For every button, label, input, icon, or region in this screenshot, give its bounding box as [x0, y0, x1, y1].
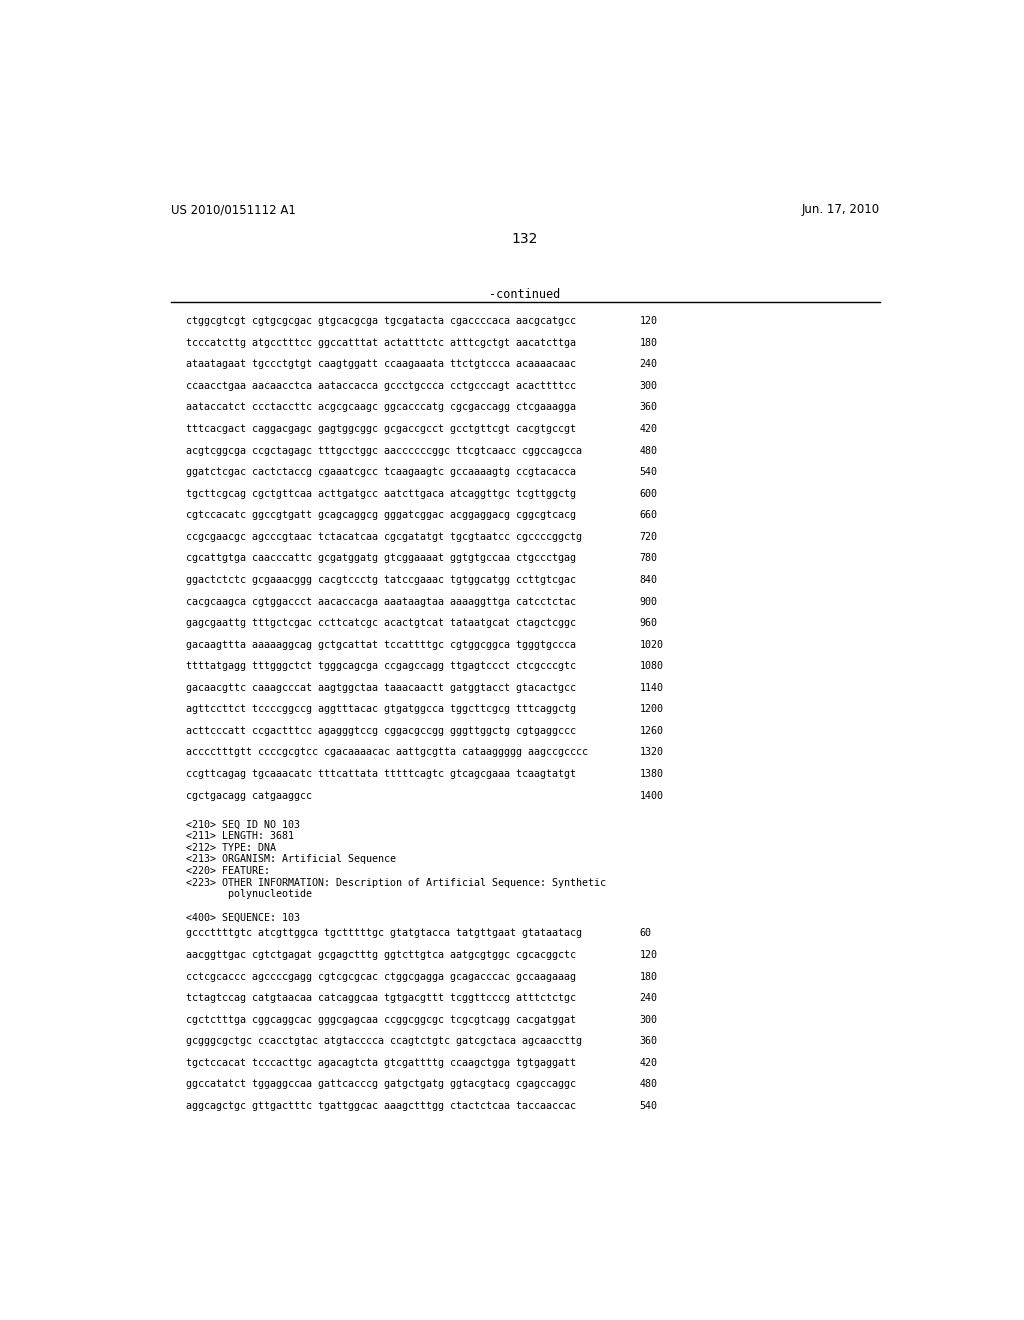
- Text: 1020: 1020: [640, 640, 664, 649]
- Text: tctagtccag catgtaacaa catcaggcaa tgtgacgttt tcggttcccg atttctctgc: tctagtccag catgtaacaa catcaggcaa tgtgacg…: [186, 993, 577, 1003]
- Text: <223> OTHER INFORMATION: Description of Artificial Sequence: Synthetic: <223> OTHER INFORMATION: Description of …: [186, 878, 606, 887]
- Text: 1080: 1080: [640, 661, 664, 671]
- Text: ggatctcgac cactctaccg cgaaatcgcc tcaagaagtc gccaaaagtg ccgtacacca: ggatctcgac cactctaccg cgaaatcgcc tcaagaa…: [186, 467, 577, 477]
- Text: gagcgaattg tttgctcgac ccttcatcgc acactgtcat tataatgcat ctagctcggc: gagcgaattg tttgctcgac ccttcatcgc acactgt…: [186, 618, 577, 628]
- Text: tttcacgact caggacgagc gagtggcggc gcgaccgcct gcctgttcgt cacgtgccgt: tttcacgact caggacgagc gagtggcggc gcgaccg…: [186, 424, 577, 434]
- Text: US 2010/0151112 A1: US 2010/0151112 A1: [171, 203, 296, 216]
- Text: polynucleotide: polynucleotide: [186, 890, 312, 899]
- Text: cgtccacatc ggccgtgatt gcagcaggcg gggatcggac acggaggacg cggcgtcacg: cgtccacatc ggccgtgatt gcagcaggcg gggatcg…: [186, 511, 577, 520]
- Text: ccaacctgaa aacaacctca aataccacca gccctgccca cctgcccagt acacttttcc: ccaacctgaa aacaacctca aataccacca gccctgc…: [186, 381, 577, 391]
- Text: tgctccacat tcccacttgc agacagtcta gtcgattttg ccaagctgga tgtgaggatt: tgctccacat tcccacttgc agacagtcta gtcgatt…: [186, 1057, 577, 1068]
- Text: aacggttgac cgtctgagat gcgagctttg ggtcttgtca aatgcgtggc cgcacggctc: aacggttgac cgtctgagat gcgagctttg ggtcttg…: [186, 950, 577, 960]
- Text: 660: 660: [640, 511, 657, 520]
- Text: 1200: 1200: [640, 705, 664, 714]
- Text: 1140: 1140: [640, 682, 664, 693]
- Text: 600: 600: [640, 488, 657, 499]
- Text: 1400: 1400: [640, 791, 664, 800]
- Text: gcgggcgctgc ccacctgtac atgtacccca ccagtctgtc gatcgctaca agcaaccttg: gcgggcgctgc ccacctgtac atgtacccca ccagtc…: [186, 1036, 582, 1047]
- Text: 300: 300: [640, 381, 657, 391]
- Text: agttccttct tccccggccg aggtttacac gtgatggcca tggcttcgcg tttcaggctg: agttccttct tccccggccg aggtttacac gtgatgg…: [186, 705, 577, 714]
- Text: 480: 480: [640, 446, 657, 455]
- Text: <400> SEQUENCE: 103: <400> SEQUENCE: 103: [186, 912, 300, 923]
- Text: 300: 300: [640, 1015, 657, 1024]
- Text: ggccatatct tggaggccaa gattcacccg gatgctgatg ggtacgtacg cgagccaggc: ggccatatct tggaggccaa gattcacccg gatgctg…: [186, 1080, 577, 1089]
- Text: 180: 180: [640, 972, 657, 982]
- Text: 540: 540: [640, 1101, 657, 1111]
- Text: 180: 180: [640, 338, 657, 347]
- Text: <212> TYPE: DNA: <212> TYPE: DNA: [186, 843, 276, 853]
- Text: gacaacgttc caaagcccat aagtggctaa taaacaactt gatggtacct gtacactgcc: gacaacgttc caaagcccat aagtggctaa taaacaa…: [186, 682, 577, 693]
- Text: tcccatcttg atgcctttcc ggccatttat actatttctc atttcgctgt aacatcttga: tcccatcttg atgcctttcc ggccatttat actattt…: [186, 338, 577, 347]
- Text: <220> FEATURE:: <220> FEATURE:: [186, 866, 270, 876]
- Text: Jun. 17, 2010: Jun. 17, 2010: [802, 203, 880, 216]
- Text: ttttatgagg tttgggctct tgggcagcga ccgagccagg ttgagtccct ctcgcccgtc: ttttatgagg tttgggctct tgggcagcga ccgagcc…: [186, 661, 577, 671]
- Text: <210> SEQ ID NO 103: <210> SEQ ID NO 103: [186, 820, 300, 830]
- Text: 1260: 1260: [640, 726, 664, 735]
- Text: 780: 780: [640, 553, 657, 564]
- Text: 960: 960: [640, 618, 657, 628]
- Text: gcccttttgtc atcgttggca tgctttttgc gtatgtacca tatgttgaat gtataatacg: gcccttttgtc atcgttggca tgctttttgc gtatgt…: [186, 928, 582, 939]
- Text: 900: 900: [640, 597, 657, 606]
- Text: 840: 840: [640, 576, 657, 585]
- Text: tgcttcgcag cgctgttcaa acttgatgcc aatcttgaca atcaggttgc tcgttggctg: tgcttcgcag cgctgttcaa acttgatgcc aatcttg…: [186, 488, 577, 499]
- Text: 120: 120: [640, 950, 657, 960]
- Text: 360: 360: [640, 403, 657, 412]
- Text: 540: 540: [640, 467, 657, 477]
- Text: 240: 240: [640, 993, 657, 1003]
- Text: gacaagttta aaaaaggcag gctgcattat tccattttgc cgtggcggca tgggtgccca: gacaagttta aaaaaggcag gctgcattat tccattt…: [186, 640, 577, 649]
- Text: cacgcaagca cgtggaccct aacaccacga aaataagtaa aaaaggttga catcctctac: cacgcaagca cgtggaccct aacaccacga aaataag…: [186, 597, 577, 606]
- Text: 360: 360: [640, 1036, 657, 1047]
- Text: 420: 420: [640, 1057, 657, 1068]
- Text: 132: 132: [512, 231, 538, 246]
- Text: 60: 60: [640, 928, 651, 939]
- Text: 720: 720: [640, 532, 657, 541]
- Text: ccgcgaacgc agcccgtaac tctacatcaa cgcgatatgt tgcgtaatcc cgccccggctg: ccgcgaacgc agcccgtaac tctacatcaa cgcgata…: [186, 532, 582, 541]
- Text: -continued: -continued: [489, 288, 560, 301]
- Text: ggactctctc gcgaaacggg cacgtccctg tatccgaaac tgtggcatgg ccttgtcgac: ggactctctc gcgaaacggg cacgtccctg tatccga…: [186, 576, 577, 585]
- Text: <211> LENGTH: 3681: <211> LENGTH: 3681: [186, 832, 294, 841]
- Text: acgtcggcga ccgctagagc tttgcctggc aaccccccggc ttcgtcaacc cggccagcca: acgtcggcga ccgctagagc tttgcctggc aaccccc…: [186, 446, 582, 455]
- Text: acttcccatt ccgactttcc agagggtccg cggacgccgg gggttggctg cgtgaggccc: acttcccatt ccgactttcc agagggtccg cggacgc…: [186, 726, 577, 735]
- Text: cgctctttga cggcaggcac gggcgagcaa ccggcggcgc tcgcgtcagg cacgatggat: cgctctttga cggcaggcac gggcgagcaa ccggcgg…: [186, 1015, 577, 1024]
- Text: cgctgacagg catgaaggcc: cgctgacagg catgaaggcc: [186, 791, 312, 800]
- Text: 480: 480: [640, 1080, 657, 1089]
- Text: aataccatct ccctaccttc acgcgcaagc ggcacccatg cgcgaccagg ctcgaaagga: aataccatct ccctaccttc acgcgcaagc ggcaccc…: [186, 403, 577, 412]
- Text: 1380: 1380: [640, 770, 664, 779]
- Text: cctcgcaccc agccccgagg cgtcgcgcac ctggcgagga gcagacccac gccaagaaag: cctcgcaccc agccccgagg cgtcgcgcac ctggcga…: [186, 972, 577, 982]
- Text: cgcattgtga caacccattc gcgatggatg gtcggaaaat ggtgtgccaa ctgccctgag: cgcattgtga caacccattc gcgatggatg gtcggaa…: [186, 553, 577, 564]
- Text: 120: 120: [640, 317, 657, 326]
- Text: acccctttgtt ccccgcgtcc cgacaaaacac aattgcgtta cataaggggg aagccgcccc: acccctttgtt ccccgcgtcc cgacaaaacac aattg…: [186, 747, 588, 758]
- Text: 240: 240: [640, 359, 657, 370]
- Text: ataatagaat tgccctgtgt caagtggatt ccaagaaata ttctgtccca acaaaacaac: ataatagaat tgccctgtgt caagtggatt ccaagaa…: [186, 359, 577, 370]
- Text: aggcagctgc gttgactttc tgattggcac aaagctttgg ctactctcaa taccaaccac: aggcagctgc gttgactttc tgattggcac aaagctt…: [186, 1101, 577, 1111]
- Text: ccgttcagag tgcaaacatc tttcattata tttttcagtc gtcagcgaaa tcaagtatgt: ccgttcagag tgcaaacatc tttcattata tttttca…: [186, 770, 577, 779]
- Text: 1320: 1320: [640, 747, 664, 758]
- Text: 420: 420: [640, 424, 657, 434]
- Text: <213> ORGANISM: Artificial Sequence: <213> ORGANISM: Artificial Sequence: [186, 854, 396, 865]
- Text: ctggcgtcgt cgtgcgcgac gtgcacgcga tgcgatacta cgaccccaca aacgcatgcc: ctggcgtcgt cgtgcgcgac gtgcacgcga tgcgata…: [186, 317, 577, 326]
